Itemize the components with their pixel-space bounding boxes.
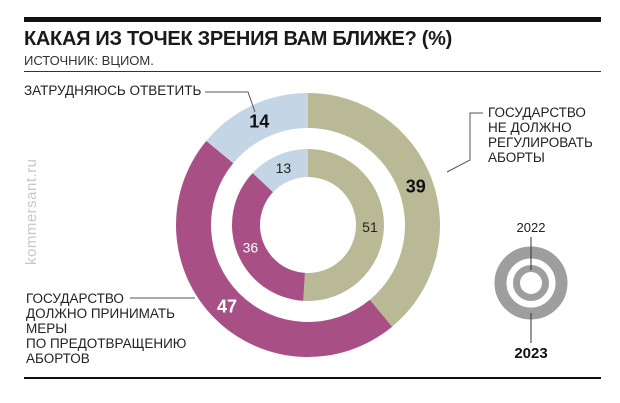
label-line: МЕРЫ <box>26 321 68 336</box>
inner-ring-slice-1 <box>232 172 305 301</box>
label-line: АБОРТЫ <box>488 150 545 165</box>
label-line: РЕГУЛИРОВАТЬ <box>488 135 593 150</box>
label-line: ПО ПРЕДОТВРАЩЕНИЮ <box>26 336 187 351</box>
label-undecided: ЗАТРУДНЯЮСЬ ОТВЕТИТЬ <box>24 83 202 98</box>
legend-outer-label: 2023 <box>514 345 547 362</box>
leader-undecided <box>205 91 256 113</box>
inner-value-label-2: 13 <box>276 160 292 176</box>
legend-inner-ring <box>513 265 549 301</box>
outer-ring-slice-0 <box>308 93 440 327</box>
bottom-rule <box>24 377 601 379</box>
outer-value-label-2: 14 <box>249 112 269 132</box>
label-line: НЕ ДОЛЖНО <box>488 120 572 135</box>
leader-not-regulate <box>446 112 483 173</box>
inner-ring-slice-2 <box>252 149 308 193</box>
outer-value-label-0: 39 <box>406 177 426 197</box>
label-not-regulate: ГОСУДАРСТВО НЕ ДОЛЖНО РЕГУЛИРОВАТЬ АБОРТ… <box>488 105 593 165</box>
label-line: ДОЛЖНО ПРИНИМАТЬ <box>26 306 175 321</box>
label-prevent: ГОСУДАРСТВО ДОЛЖНО ПРИНИМАТЬ МЕРЫ ПО ПРЕ… <box>26 291 186 366</box>
outer-ring-slice-2 <box>206 93 308 164</box>
inner-ring-slice-0 <box>303 149 385 301</box>
inner-value-label-1: 36 <box>243 240 259 256</box>
label-line: ГОСУДАРСТВО <box>26 291 124 306</box>
chart-title: КАКАЯ ИЗ ТОЧЕК ЗРЕНИЯ ВАМ БЛИЖЕ? (%) <box>24 28 452 50</box>
header-divider <box>24 71 601 72</box>
top-rule <box>24 17 601 22</box>
outer-ring-slice-1 <box>176 140 393 357</box>
chart-source: ИСТОЧНИК: ВЦИОМ. <box>24 53 154 68</box>
inner-value-label-0: 51 <box>362 219 378 235</box>
label-line: ГОСУДАРСТВО <box>488 105 586 120</box>
outer-value-label-1: 47 <box>217 296 237 316</box>
legend-inner-label: 2022 <box>517 220 546 235</box>
label-line: АБОРТОВ <box>26 351 90 366</box>
